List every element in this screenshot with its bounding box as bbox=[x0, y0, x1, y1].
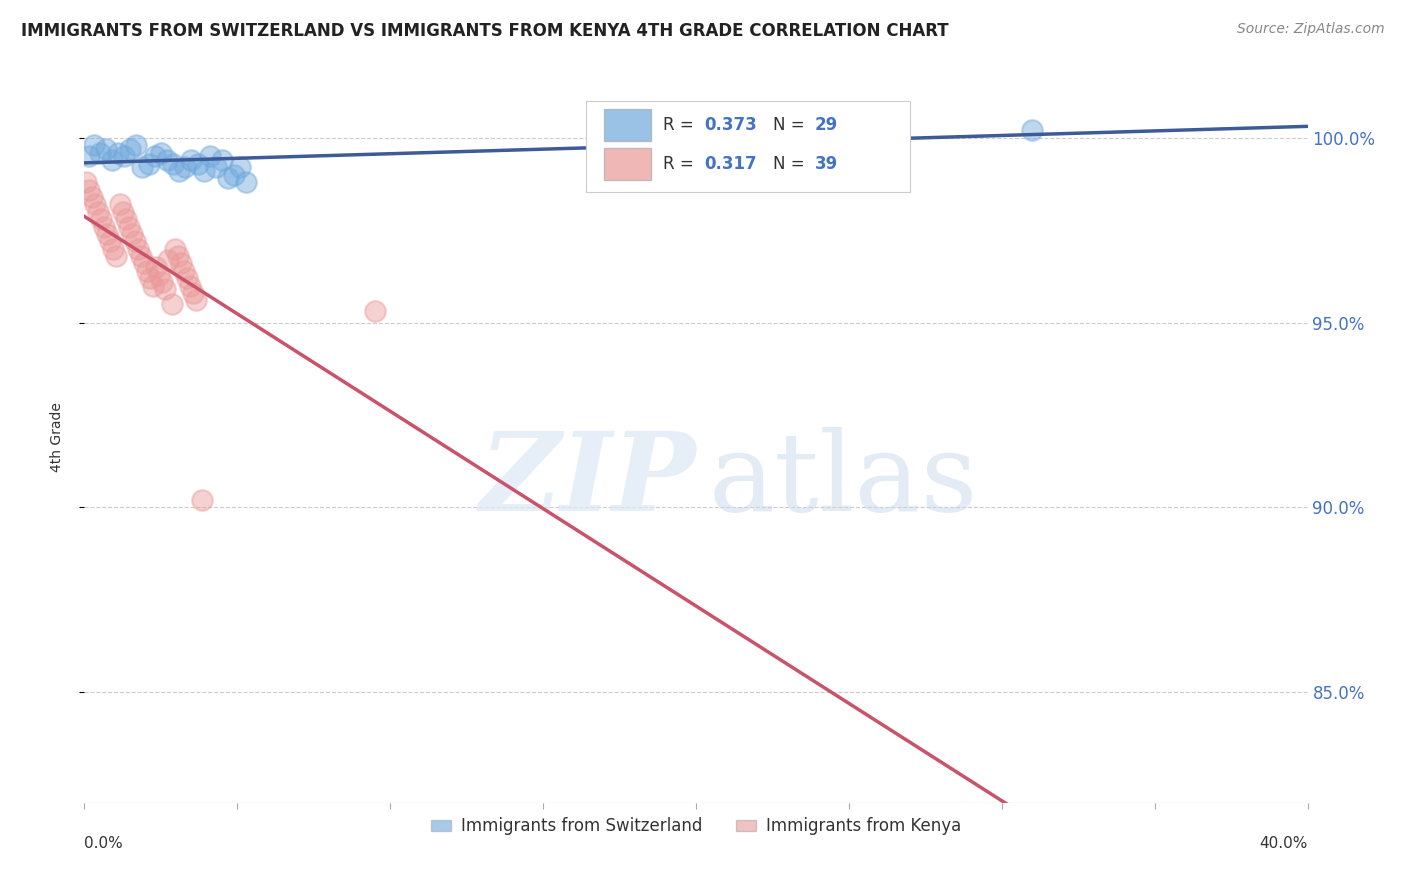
Text: 0.373: 0.373 bbox=[704, 116, 758, 134]
Text: atlas: atlas bbox=[709, 427, 977, 534]
Point bbox=[149, 145, 172, 160]
Point bbox=[98, 235, 121, 249]
Point bbox=[162, 157, 184, 171]
FancyBboxPatch shape bbox=[605, 148, 651, 180]
Point bbox=[77, 149, 100, 163]
Point bbox=[121, 227, 143, 241]
Point bbox=[101, 153, 124, 167]
Point bbox=[89, 145, 111, 160]
Point bbox=[217, 171, 239, 186]
Legend: Immigrants from Switzerland, Immigrants from Kenya: Immigrants from Switzerland, Immigrants … bbox=[425, 811, 967, 842]
Point bbox=[167, 164, 190, 178]
Point bbox=[138, 157, 160, 171]
FancyBboxPatch shape bbox=[586, 101, 910, 192]
Point bbox=[186, 157, 208, 171]
Point bbox=[235, 175, 257, 189]
Point bbox=[114, 212, 136, 227]
Point bbox=[127, 242, 149, 256]
Point bbox=[229, 161, 252, 175]
Text: N =: N = bbox=[773, 116, 810, 134]
Point bbox=[174, 161, 197, 175]
Point bbox=[179, 278, 201, 293]
Point bbox=[180, 153, 202, 167]
Point bbox=[364, 304, 387, 318]
Text: 40.0%: 40.0% bbox=[1260, 836, 1308, 851]
Point bbox=[96, 227, 118, 241]
Point bbox=[224, 168, 246, 182]
FancyBboxPatch shape bbox=[605, 109, 651, 141]
Point bbox=[75, 175, 97, 189]
Text: 0.317: 0.317 bbox=[704, 155, 758, 173]
Point bbox=[84, 197, 107, 211]
Point bbox=[105, 249, 128, 263]
Point bbox=[87, 204, 110, 219]
Point bbox=[80, 190, 103, 204]
Point bbox=[170, 256, 193, 270]
Point bbox=[163, 242, 186, 256]
Point bbox=[111, 204, 134, 219]
Point bbox=[103, 242, 125, 256]
Point bbox=[118, 219, 141, 234]
Point bbox=[191, 492, 214, 507]
Point bbox=[198, 149, 221, 163]
Y-axis label: 4th Grade: 4th Grade bbox=[49, 402, 63, 472]
Point bbox=[132, 256, 155, 270]
Point bbox=[638, 123, 661, 137]
Point bbox=[155, 282, 177, 296]
Point bbox=[131, 161, 153, 175]
Point bbox=[205, 161, 228, 175]
Point bbox=[90, 212, 112, 227]
Point bbox=[94, 142, 117, 156]
Point bbox=[157, 252, 180, 267]
Point bbox=[156, 153, 179, 167]
Point bbox=[124, 235, 146, 249]
Text: 0.0%: 0.0% bbox=[84, 836, 124, 851]
Point bbox=[83, 138, 105, 153]
Point bbox=[176, 271, 198, 285]
Point bbox=[142, 278, 165, 293]
Point bbox=[211, 153, 233, 167]
Point bbox=[107, 145, 129, 160]
Point bbox=[136, 264, 159, 278]
Point bbox=[166, 249, 188, 263]
Point bbox=[120, 142, 142, 156]
Point bbox=[143, 149, 166, 163]
Point bbox=[160, 297, 183, 311]
Text: R =: R = bbox=[664, 116, 699, 134]
Text: Source: ZipAtlas.com: Source: ZipAtlas.com bbox=[1237, 22, 1385, 37]
Point bbox=[112, 149, 135, 163]
Point bbox=[184, 293, 207, 308]
Point bbox=[108, 197, 131, 211]
Point bbox=[173, 264, 195, 278]
Text: N =: N = bbox=[773, 155, 810, 173]
Text: 39: 39 bbox=[814, 155, 838, 173]
Point bbox=[139, 271, 162, 285]
Point bbox=[1021, 123, 1043, 137]
Text: IMMIGRANTS FROM SWITZERLAND VS IMMIGRANTS FROM KENYA 4TH GRADE CORRELATION CHART: IMMIGRANTS FROM SWITZERLAND VS IMMIGRANT… bbox=[21, 22, 949, 40]
Point bbox=[150, 275, 173, 289]
Point bbox=[181, 285, 204, 300]
Point bbox=[193, 164, 215, 178]
Point bbox=[125, 138, 148, 153]
Point bbox=[77, 183, 100, 197]
Text: R =: R = bbox=[664, 155, 699, 173]
Point bbox=[129, 249, 152, 263]
Text: 29: 29 bbox=[814, 116, 838, 134]
Text: ZIP: ZIP bbox=[479, 427, 696, 534]
Point bbox=[93, 219, 115, 234]
Point bbox=[148, 268, 170, 282]
Point bbox=[145, 260, 167, 274]
